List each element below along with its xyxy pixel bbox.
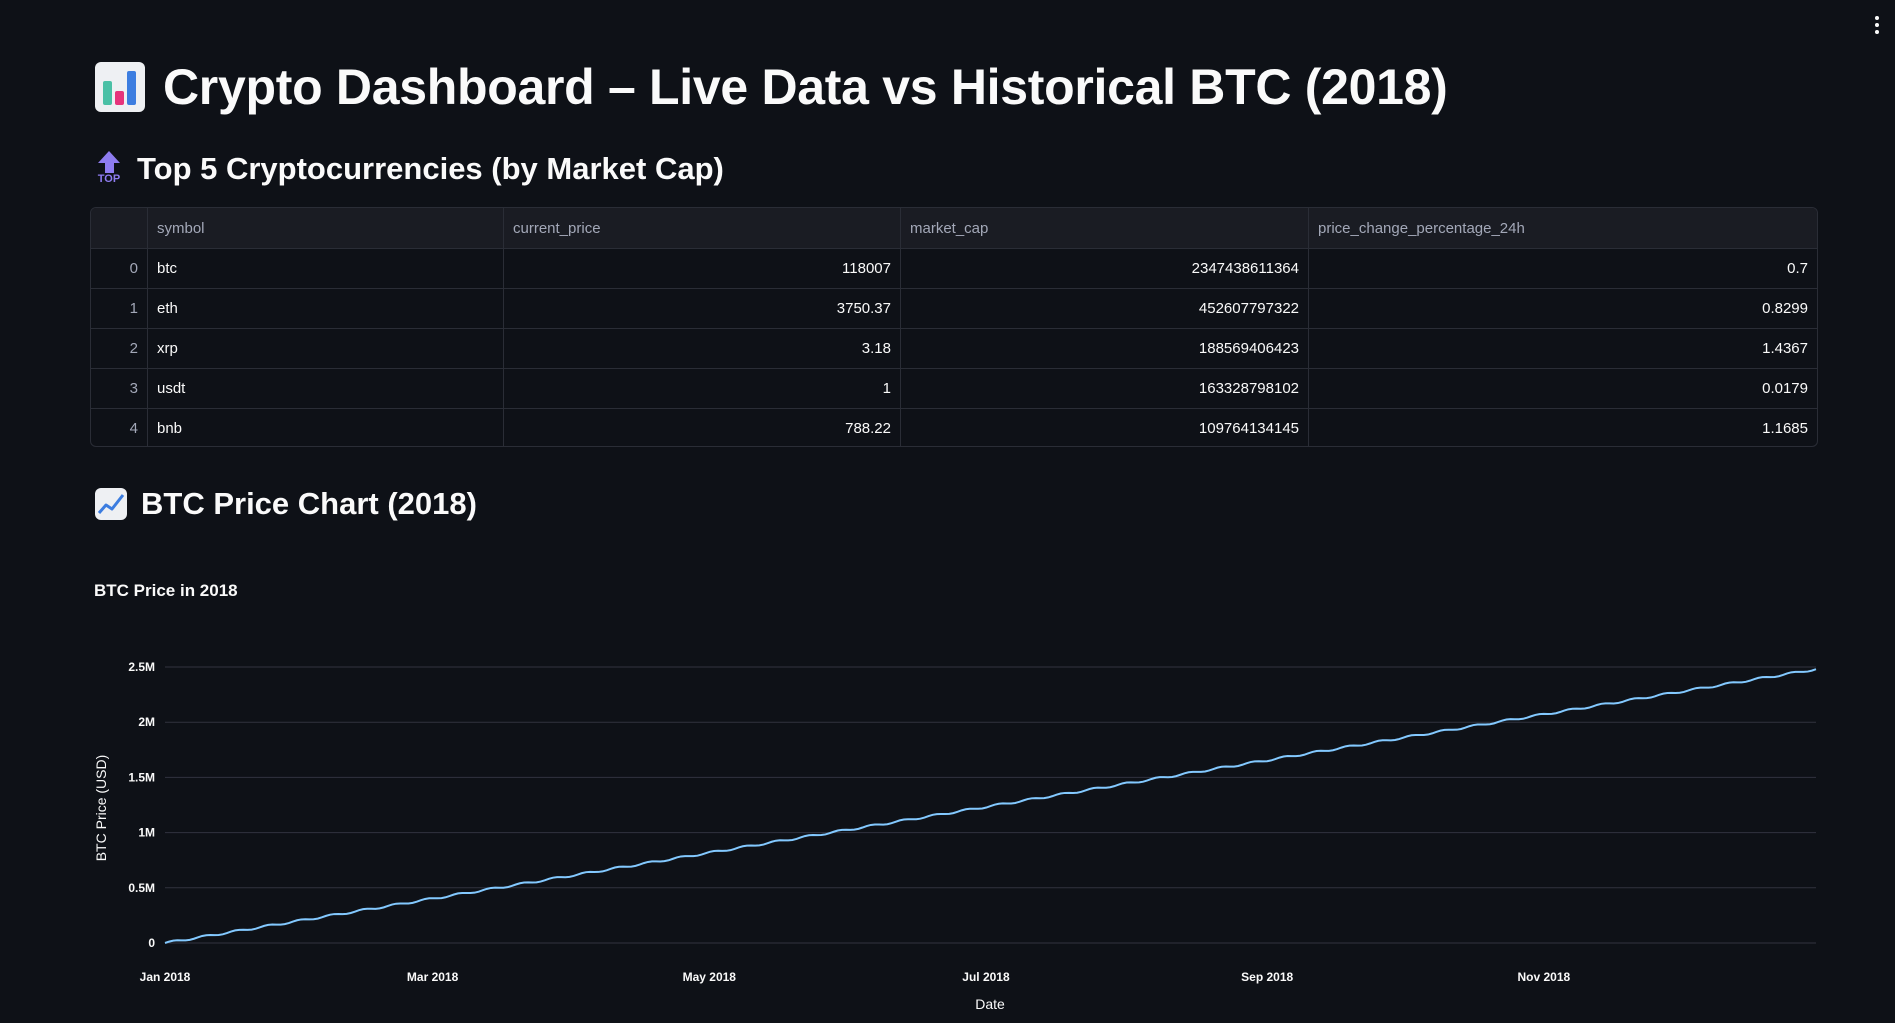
menu-dot-icon [1875, 16, 1879, 20]
menu-dot-icon [1875, 30, 1879, 34]
market-cap-cell[interactable]: 452607797322 [900, 288, 1309, 329]
y-axis-ticks: 0 0.5M 1M 1.5M 2M 2.5M [128, 660, 155, 950]
symbol-cell[interactable]: xrp [147, 328, 504, 369]
x-tick-label: May 2018 [683, 970, 737, 984]
price-change-cell[interactable]: 1.4367 [1308, 328, 1817, 369]
y-tick-label: 1M [138, 826, 155, 840]
current-price-cell[interactable]: 788.22 [503, 408, 901, 446]
row-index-cell: 1 [91, 288, 148, 329]
y-tick-label: 0 [148, 936, 155, 950]
column-header-index[interactable] [91, 208, 148, 249]
price-change-cell[interactable]: 0.7 [1308, 248, 1817, 289]
x-tick-label: Jan 2018 [140, 970, 191, 984]
market-cap-cell[interactable]: 188569406423 [900, 328, 1309, 369]
price-change-cell[interactable]: 0.8299 [1308, 288, 1817, 329]
table-row[interactable]: 1 eth 3750.37 452607797322 0.8299 [91, 288, 1817, 329]
column-header-current-price[interactable]: current_price [503, 208, 901, 249]
symbol-cell[interactable]: usdt [147, 368, 504, 409]
table-row[interactable]: 0 btc 118007 2347438611364 0.7 [91, 248, 1817, 289]
menu-dot-icon [1875, 23, 1879, 27]
bar-chart-emoji-icon [95, 62, 145, 112]
table-row[interactable]: 3 usdt 1 163328798102 0.0179 [91, 368, 1817, 409]
column-header-symbol[interactable]: symbol [147, 208, 504, 249]
market-cap-cell[interactable]: 2347438611364 [900, 248, 1309, 289]
x-axis-title: Date [975, 996, 1005, 1012]
x-tick-label: Sep 2018 [1241, 970, 1293, 984]
y-tick-label: 2M [138, 715, 155, 729]
current-price-cell[interactable]: 118007 [503, 248, 901, 289]
current-price-cell[interactable]: 1 [503, 368, 901, 409]
y-axis-title: BTC Price (USD) [93, 755, 109, 862]
btc-price-series-line[interactable] [164, 668, 1817, 944]
symbol-cell[interactable]: bnb [147, 408, 504, 446]
chart-grid [165, 666, 1816, 944]
table-header-row: symbol current_price market_cap price_ch… [91, 208, 1817, 249]
row-index-cell: 0 [91, 248, 148, 289]
page-title: Crypto Dashboard – Live Data vs Historic… [95, 58, 1448, 116]
x-tick-label: Mar 2018 [407, 970, 459, 984]
market-cap-cell[interactable]: 163328798102 [900, 368, 1309, 409]
current-price-cell[interactable]: 3750.37 [503, 288, 901, 329]
price-change-cell[interactable]: 0.0179 [1308, 368, 1817, 409]
chart-title: BTC Price in 2018 [94, 581, 238, 600]
crypto-table[interactable]: symbol current_price market_cap price_ch… [90, 207, 1818, 447]
current-price-cell[interactable]: 3.18 [503, 328, 901, 369]
market-cap-cell[interactable]: 109764134145 [900, 408, 1309, 446]
page-title-text: Crypto Dashboard – Live Data vs Historic… [163, 59, 1448, 115]
btc-chart-heading-text: BTC Price Chart (2018) [141, 486, 477, 521]
x-tick-label: Jul 2018 [962, 970, 1010, 984]
y-tick-label: 2.5M [128, 660, 155, 674]
x-tick-label: Nov 2018 [1518, 970, 1571, 984]
column-header-market-cap[interactable]: market_cap [900, 208, 1309, 249]
y-tick-label: 0.5M [128, 881, 155, 895]
top-arrow-emoji-icon: TOP [95, 151, 123, 187]
price-change-cell[interactable]: 1.1685 [1762, 420, 1808, 437]
symbol-cell[interactable]: eth [147, 288, 504, 329]
chart-increasing-emoji-icon [95, 488, 127, 520]
top5-heading-text: Top 5 Cryptocurrencies (by Market Cap) [137, 151, 724, 186]
row-index-cell: 4 [91, 408, 148, 446]
y-tick-label: 1.5M [128, 770, 155, 784]
table-row[interactable]: 2 xrp 3.18 188569406423 1.4367 [91, 328, 1817, 369]
main-menu-button[interactable] [1867, 10, 1887, 40]
symbol-cell[interactable]: btc [147, 248, 504, 289]
top5-heading: TOP Top 5 Cryptocurrencies (by Market Ca… [95, 151, 724, 187]
btc-chart-heading: BTC Price Chart (2018) [95, 486, 477, 522]
table-row[interactable]: 4 bnb 788.22 109764134145 1.1685 [91, 408, 1817, 446]
row-index-cell: 3 [91, 368, 148, 409]
column-header-price-change[interactable]: price_change_percentage_24h [1308, 208, 1817, 249]
row-index-cell: 2 [91, 328, 148, 369]
x-axis-ticks: Jan 2018 Mar 2018 May 2018 Jul 2018 Sep 2018… [140, 970, 1571, 984]
